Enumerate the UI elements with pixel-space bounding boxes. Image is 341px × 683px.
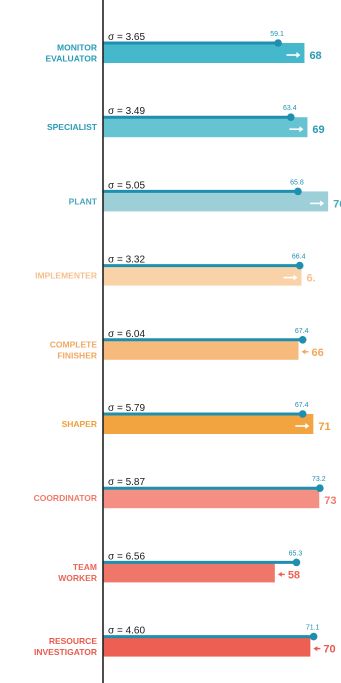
sigma-label: σ = 5.05 (108, 180, 145, 191)
bar-value-label: 68 (309, 50, 321, 62)
benchmark-dot (274, 39, 282, 47)
bar (103, 636, 311, 657)
sigma-label: σ = 6.04 (108, 329, 145, 340)
change-arrow-head (277, 571, 282, 577)
benchmark-dot (287, 113, 295, 121)
benchmark-value-label: 65.8 (290, 179, 304, 186)
category-label: TEAM (73, 562, 97, 572)
benchmark-dot (298, 410, 307, 418)
bar (103, 191, 329, 212)
sigma-label: σ = 4.60 (108, 626, 145, 637)
bar-value-label: 58 (288, 569, 300, 581)
category-label: SPECIALIST (47, 122, 98, 132)
category-label: RESOURCE (49, 636, 98, 646)
benchmark-dot (309, 632, 318, 641)
benchmark-dot (298, 336, 307, 344)
change-arrow-head (296, 52, 301, 58)
benchmark-dot (292, 558, 301, 567)
sigma-label: σ = 3.65 (108, 32, 145, 43)
change-arrow-head (305, 423, 310, 429)
bar-value-label: 6. (306, 273, 315, 285)
change-arrow-head (313, 646, 318, 652)
category-label: WORKER (58, 573, 97, 583)
bar (103, 339, 299, 360)
bar (103, 265, 302, 286)
benchmark-value-label: 66.4 (292, 254, 306, 261)
sigma-label: σ = 5.87 (108, 477, 145, 488)
category-label: FINISHER (57, 350, 97, 360)
benchmark-dot (316, 484, 324, 493)
category-label: SHAPER (62, 419, 97, 429)
change-arrow-head (320, 200, 325, 207)
category-label: MONITOR (57, 43, 97, 53)
bar (103, 562, 275, 583)
benchmark-value-label: 71.1 (306, 625, 320, 632)
benchmark-value-label: 65.3 (289, 550, 303, 557)
category-label: COORDINATOR (34, 493, 97, 503)
category-label: IMPLEMENTER (35, 271, 97, 281)
bar (103, 414, 314, 434)
category-label: EVALUATOR (46, 54, 97, 64)
bar-value-label: 71 (318, 421, 330, 433)
category-label: COMPLETE (50, 339, 98, 349)
sigma-label: σ = 3.32 (108, 255, 145, 266)
bar (103, 43, 305, 63)
bar-value-label: 69 (312, 124, 324, 136)
benchmark-dot (295, 261, 304, 270)
category-label: PLANT (69, 196, 98, 206)
benchmark-value-label: 59.1 (270, 31, 284, 38)
change-arrow-head (301, 349, 306, 355)
change-arrow-head (299, 126, 304, 133)
sigma-label: σ = 3.49 (108, 106, 145, 117)
benchmark-value-label: 67.4 (295, 402, 309, 409)
bar (103, 488, 320, 509)
sigma-label: σ = 5.79 (108, 403, 145, 414)
bar-value-label: 70 (323, 644, 335, 656)
bar-value-label: 76 (333, 198, 341, 210)
benchmark-value-label: 63.4 (283, 105, 297, 112)
benchmark-dot (294, 187, 302, 196)
change-arrow-head (293, 274, 298, 281)
benchmark-value-label: 67.4 (295, 328, 309, 335)
sigma-label: σ = 6.56 (108, 551, 145, 562)
bar (103, 117, 308, 138)
bar-value-label: 73 (324, 495, 336, 507)
category-label: INVESTIGATOR (34, 647, 97, 657)
bar-value-label: 66 (312, 347, 324, 359)
benchmark-value-label: 73.2 (312, 476, 326, 483)
